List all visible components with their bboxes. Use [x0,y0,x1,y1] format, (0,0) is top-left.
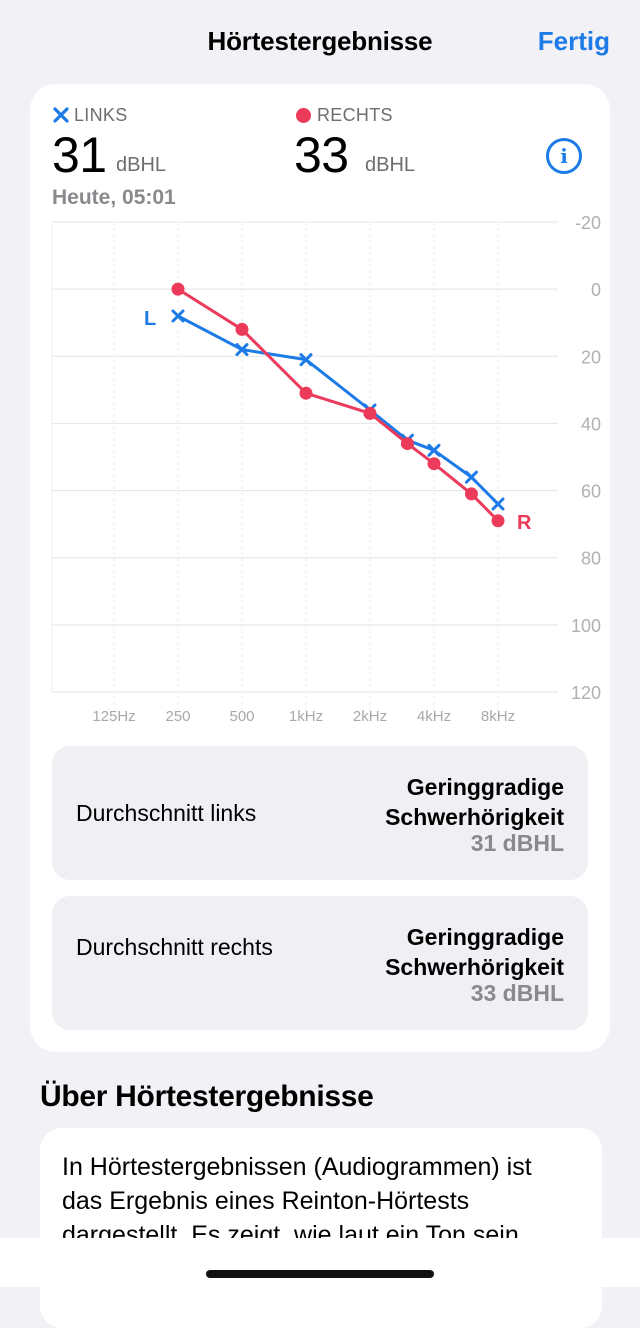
summary-right-value: 33 dBHL [470,980,564,1006]
summary-right-label: Durchschnitt rechts [76,934,273,960]
data-point-right [363,406,377,420]
nav-bar: Hörtestergebnisse Fertig [0,0,640,84]
info-icon: i [560,144,568,168]
audiogram-chart: -20 0 20 40 60 80 100 120 125Hz 250 500 1kHz 2kHz 4kH… [30,213,610,734]
data-point-right [427,457,441,471]
series-label-right: R [517,512,532,534]
data-point-right [235,322,249,336]
data-point-right [171,282,185,296]
about-card: In Hörtestergebnissen (Audiogrammen) ist… [40,1128,602,1328]
audiogram-svg: -20 0 20 40 60 80 100 120 125Hz 250 500 1kHz 2kHz 4kH… [51,213,601,725]
series-line-R [177,287,500,522]
x-tick-label: 8kHz [481,708,515,725]
info-button[interactable]: i [546,138,582,174]
home-indicator[interactable] [206,1270,434,1278]
summary-left-category: Geringgradige Schwerhörigkeit [385,774,564,830]
right-average-value: 33 [294,127,349,183]
test-date: Heute, 05:01 [52,186,176,209]
y-tick-label: 60 [581,482,601,502]
y-tick-label: 100 [571,616,601,636]
summary-left: Durchschnitt links Geringgradige Schwerh… [52,746,588,880]
left-average-value: 31 [52,127,107,183]
data-point-left [235,343,249,357]
right-ear-dot-icon [296,108,311,123]
x-tick-label: 500 [229,708,254,725]
data-point-left [171,309,185,323]
left-legend-label: LINKS [74,105,128,125]
y-tick-label: -20 [575,214,601,233]
data-point-right [400,437,414,451]
data-point-left [427,443,441,457]
done-button[interactable]: Fertig [537,26,610,56]
x-tick-label: 4kHz [417,708,451,725]
page-title: Hörtestergebnisse [207,26,433,56]
x-tick-label: 125Hz [92,708,135,725]
about-section-title: Über Hörtestergebnisse [40,1080,374,1113]
right-average-unit: dBHL [365,154,416,176]
data-point-left [491,497,505,511]
x-tick-label: 1kHz [289,708,323,725]
bottom-bar [0,1238,640,1287]
left-average-unit: dBHL [116,154,167,176]
series-label-left: L [144,308,156,330]
summary-right-category: Geringgradige Schwerhörigkeit [385,924,564,980]
right-legend-label: RECHTS [317,105,393,125]
results-card: LINKS 31 dBHL RECHTS 33 dBHL Heute, 05:0… [30,84,610,1052]
x-tick-label: 2kHz [353,708,387,725]
left-ear-x-icon [53,107,69,123]
data-point-right [464,487,478,501]
y-tick-label: 20 [581,347,601,367]
data-point-right [491,514,505,528]
y-tick-label: 120 [571,683,601,703]
data-point-left [299,353,313,367]
about-text: In Hörtestergebnissen (Audiogrammen) ist… [62,1153,532,1249]
y-tick-label: 80 [581,549,601,569]
summary-left-value: 31 dBHL [470,830,564,856]
data-point-right [299,386,313,400]
x-tick-label: 250 [165,708,190,725]
data-point-left [464,470,478,484]
summary-left-label: Durchschnitt links [76,800,257,826]
y-tick-label: 40 [581,414,601,434]
y-tick-label: 0 [591,280,601,300]
summary-right: Durchschnitt rechts Geringgradige Schwer… [52,896,588,1030]
